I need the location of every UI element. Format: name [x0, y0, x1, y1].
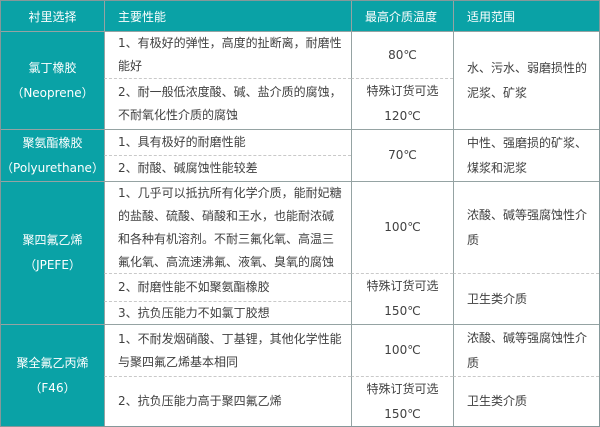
- perf-text: 1、几乎可以抵抗所有化学介质，能耐妃糖的盐酸、硫酸、硝酸和王水，也能耐浓碱和各种…: [118, 185, 342, 269]
- temp-text: 100℃: [384, 220, 421, 234]
- temp-text: 70℃: [388, 148, 417, 162]
- ptfe-perf-1: 1、几乎可以抵抗所有化学介质，能耐妃糖的盐酸、硫酸、硝酸和王水，也能耐浓碱和各种…: [104, 181, 351, 273]
- lining-alias: （Neoprene）: [11, 85, 94, 100]
- neoprene-temp-1: 80℃: [351, 31, 453, 78]
- ptfe-temp-2: 特殊订货可选 150℃: [351, 273, 453, 324]
- neoprene-perf-2: 2、耐一般低浓度酸、碱、盐介质的腐蚀，不耐氧化性介质的腐蚀: [104, 78, 351, 129]
- lining-ptfe: 聚四氟乙烯 （JPEFE）: [1, 181, 104, 324]
- header-range-label: 适用范围: [467, 9, 516, 24]
- lining-neoprene: 氯丁橡胶 （Neoprene）: [1, 31, 104, 129]
- temp-text: 特殊订货可选 120℃: [366, 84, 439, 123]
- temp-text: 100℃: [384, 343, 421, 357]
- header-applicable-range: 适用范围: [453, 1, 599, 31]
- lining-alias: （F46）: [29, 380, 76, 395]
- range-text: 浓酸、碱等强腐蚀性介质: [467, 330, 588, 370]
- perf-text: 2、耐一般低浓度酸、碱、盐介质的腐蚀，不耐氧化性介质的腐蚀: [118, 85, 342, 122]
- polyurethane-temp: 70℃: [351, 129, 453, 181]
- range-text: 浓酸、碱等强腐蚀性介质: [467, 207, 588, 247]
- perf-text: 1、有极好的弹性，高度的扯断离，耐磨性能好: [118, 36, 342, 73]
- f46-range-2: 卫生类介质: [453, 376, 599, 426]
- f46-range-1: 浓酸、碱等强腐蚀性介质: [453, 324, 599, 376]
- perf-text: 2、耐磨性能不如聚氨酯橡胶: [118, 280, 270, 294]
- perf-text: 1、具有极好的耐磨性能: [118, 135, 246, 149]
- range-text: 中性、强磨损的矿浆、煤浆和泥浆: [467, 135, 588, 175]
- ptfe-temp-1: 100℃: [351, 181, 453, 273]
- temp-text: 特殊订货可选 150℃: [366, 279, 439, 318]
- polyurethane-range: 中性、强磨损的矿浆、煤浆和泥浆: [453, 129, 599, 181]
- lining-name: 聚氨酯橡胶: [22, 135, 83, 150]
- header-lining-selection: 衬里选择: [1, 1, 104, 31]
- ptfe-range-1: 浓酸、碱等强腐蚀性介质: [453, 181, 599, 273]
- ptfe-perf-3: 3、抗负压能力不如氯丁胶想: [104, 301, 351, 324]
- perf-text: 3、抗负压能力不如氯丁胶想: [118, 305, 270, 320]
- header-max-medium-temp: 最高介质温度: [351, 1, 453, 31]
- lining-polyurethane: 聚氨酯橡胶 （Polyurethane）: [1, 129, 104, 181]
- perf-text: 2、抗负压能力高于聚四氟乙烯: [118, 394, 282, 408]
- lining-name: 氯丁橡胶: [28, 60, 77, 75]
- perf-text: 1、不耐发烟硝酸、丁基锂，其他化学性能与聚四氟乙烯基本相同: [118, 331, 342, 369]
- polyurethane-perf-1: 1、具有极好的耐磨性能: [104, 129, 351, 155]
- neoprene-temp-2: 特殊订货可选 120℃: [351, 78, 453, 129]
- ptfe-range-2: 卫生类介质: [453, 273, 599, 324]
- range-text: 卫生类介质: [467, 291, 528, 306]
- neoprene-range: 水、污水、弱磨损性的泥浆、矿浆: [453, 31, 599, 129]
- temp-text: 特殊订货可选 150℃: [366, 381, 439, 421]
- header-main-performance: 主要性能: [104, 1, 351, 31]
- header-lining-label: 衬里选择: [28, 9, 77, 24]
- perf-text: 2、耐酸、碱腐蚀性能较差: [118, 161, 258, 175]
- lining-alias: （Polyurethane）: [1, 160, 104, 175]
- f46-temp-1: 100℃: [351, 324, 453, 376]
- f46-perf-2: 2、抗负压能力高于聚四氟乙烯: [104, 376, 351, 426]
- lining-f46: 聚全氟乙丙烯 （F46）: [1, 324, 104, 426]
- header-max-temp-label: 最高介质温度: [365, 9, 438, 24]
- temp-text: 80℃: [388, 47, 417, 62]
- lining-name: 聚四氟乙烯: [22, 233, 83, 247]
- ptfe-perf-2: 2、耐磨性能不如聚氨酯橡胶: [104, 273, 351, 301]
- range-text: 卫生类介质: [467, 394, 528, 408]
- f46-perf-1: 1、不耐发烟硝酸、丁基锂，其他化学性能与聚四氟乙烯基本相同: [104, 324, 351, 376]
- lining-name: 聚全氟乙丙烯: [16, 355, 89, 370]
- f46-temp-2: 特殊订货可选 150℃: [351, 376, 453, 426]
- neoprene-perf-1: 1、有极好的弹性，高度的扯断离，耐磨性能好: [104, 31, 351, 78]
- polyurethane-perf-2: 2、耐酸、碱腐蚀性能较差: [104, 155, 351, 181]
- header-performance-label: 主要性能: [118, 9, 167, 24]
- range-text: 水、污水、弱磨损性的泥浆、矿浆: [467, 60, 588, 100]
- lining-alias: （JPEFE）: [24, 258, 81, 272]
